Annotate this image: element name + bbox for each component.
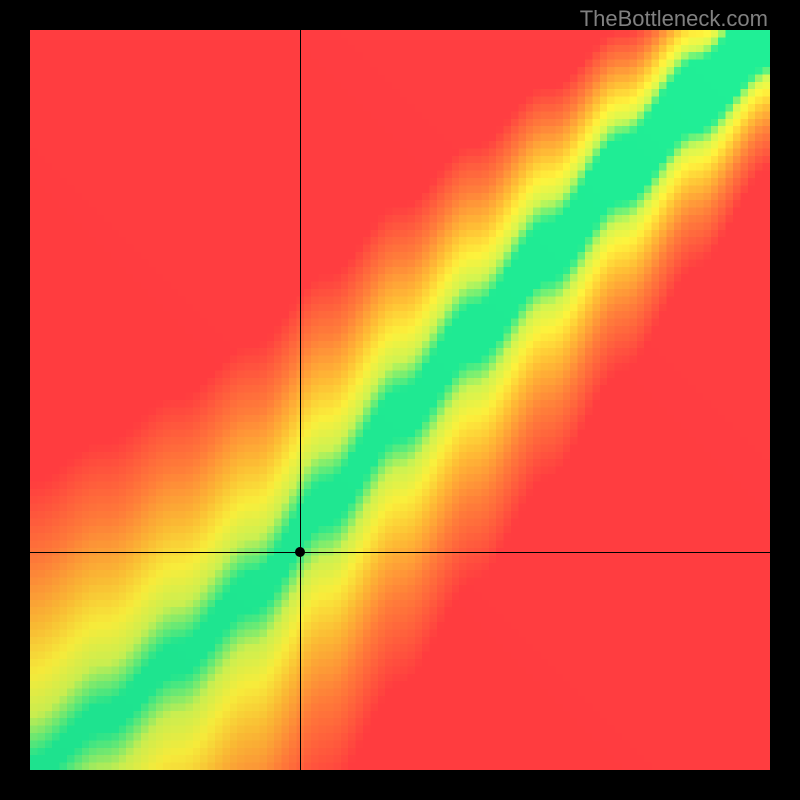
heatmap-canvas <box>30 30 770 770</box>
crosshair-horizontal <box>30 552 770 553</box>
bottleneck-heatmap <box>30 30 770 770</box>
selection-marker <box>295 547 305 557</box>
watermark-text: TheBottleneck.com <box>580 6 768 32</box>
crosshair-vertical <box>300 30 301 770</box>
